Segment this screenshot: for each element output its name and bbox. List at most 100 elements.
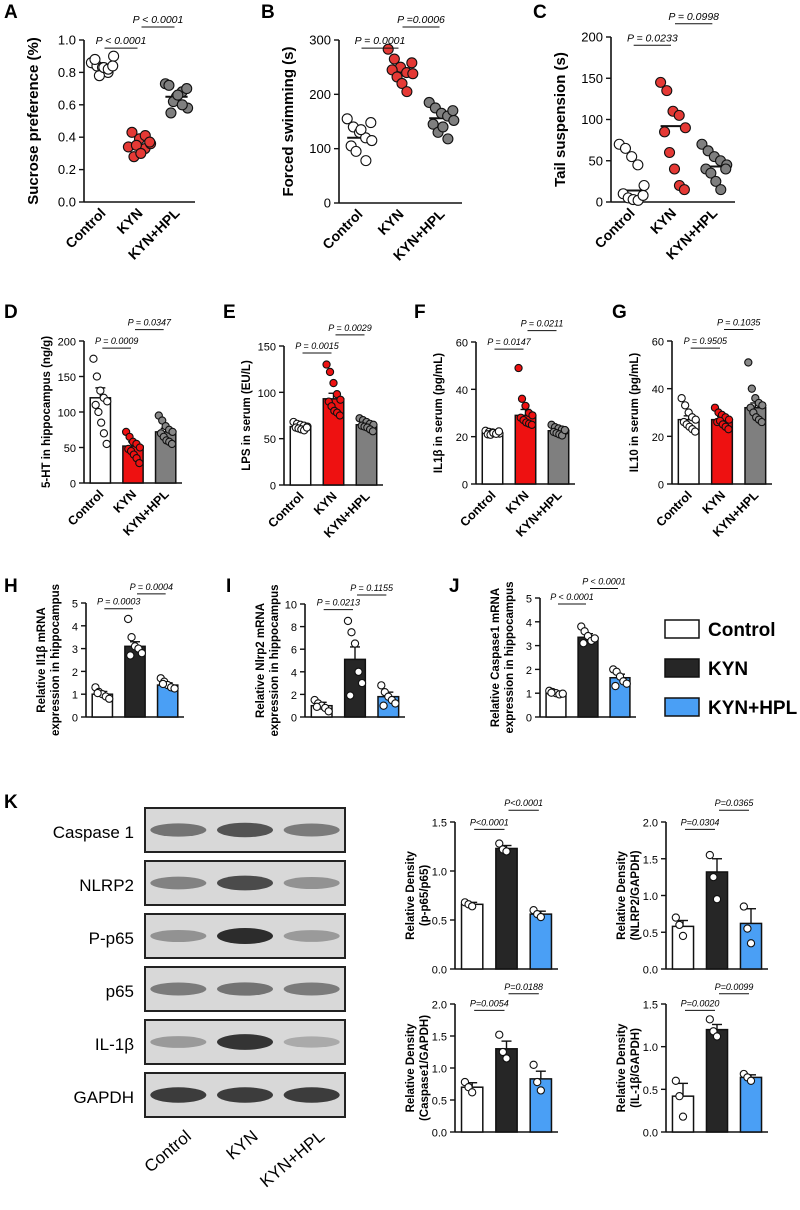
blot-lane-label: KYN+HPL (256, 1127, 328, 1192)
legend-label: KYN (708, 659, 748, 680)
data-point (690, 427, 700, 436)
y-tick-label: 3 (526, 641, 532, 653)
blot-band (217, 822, 273, 838)
y-tick-label: 0 (658, 480, 664, 492)
data-point (673, 109, 685, 121)
data-point (396, 77, 408, 90)
panel-label: I (226, 576, 231, 597)
p-value-label: P = 0.1035 (717, 318, 761, 328)
blot-band (150, 823, 207, 837)
data-point (168, 427, 177, 437)
y-axis-label-line: expression in hippocampus (50, 584, 62, 736)
p-value-label: P=0.0188 (504, 982, 543, 992)
data-point (437, 121, 449, 133)
y-tick-label: 0.0 (432, 1128, 447, 1140)
data-point (709, 872, 718, 882)
y-tick-label: 0.5 (643, 928, 658, 940)
data-point (92, 372, 102, 381)
x-tick-label: KYN (111, 487, 140, 516)
data-point (165, 107, 177, 119)
y-axis-label-line: Sucrose preference (%) (25, 37, 42, 205)
y-tick-label: 2.0 (643, 818, 658, 830)
data-point (495, 839, 504, 848)
p-value-label: P = 0.9505 (684, 336, 728, 346)
y-tick-label: 20 (456, 432, 468, 444)
data-point (536, 912, 545, 922)
y-tick-label: 20 (652, 432, 664, 444)
p-value-label: P = 0.0001 (355, 35, 406, 47)
data-point (712, 1032, 722, 1041)
y-axis-label: Sucrose preference (%) (25, 37, 42, 205)
data-point (365, 117, 377, 129)
y-tick-label: 4 (291, 667, 297, 679)
data-point (498, 1047, 508, 1057)
y-axis-label-line: Relative Density (616, 850, 628, 939)
data-point (144, 136, 156, 148)
y-tick-label: 1.0 (432, 867, 447, 879)
p-value-label: P = 0.0015 (295, 341, 339, 351)
data-point (137, 649, 147, 658)
p-value-label: P = 0.0347 (128, 318, 172, 328)
y-axis-label: Relative Density (IL-1β/GAPDH) (616, 1023, 642, 1112)
bar (577, 636, 599, 718)
data-point (135, 147, 147, 159)
y-tick-label: 40 (456, 385, 468, 397)
data-point (746, 1076, 756, 1085)
blot-band (283, 876, 340, 890)
data-point (379, 701, 388, 710)
y-tick-label: 60 (652, 337, 664, 349)
data-point (360, 155, 372, 167)
data-point (528, 411, 537, 420)
data-point (743, 924, 752, 933)
data-point (655, 76, 667, 88)
p-value-label: P = 0.0004 (130, 582, 173, 592)
y-tick-label: 2.0 (432, 1000, 447, 1012)
blot-row-label: p65 (106, 982, 134, 1001)
p-value-label: P = 0.0998 (668, 11, 719, 23)
y-tick-label: 0 (72, 713, 78, 725)
p-value-label: P = 0.0213 (317, 598, 360, 608)
bar (547, 430, 570, 485)
data-point (103, 397, 112, 406)
data-point (637, 189, 649, 201)
p-value-label: P=0.0054 (470, 998, 509, 1008)
data-point (661, 85, 673, 97)
data-point (102, 439, 111, 449)
data-point (579, 639, 588, 648)
y-axis-label-line: Relative Density (405, 850, 417, 939)
data-point (710, 175, 722, 187)
y-tick-label: 2 (72, 667, 78, 679)
p-value-label: P = 0.0009 (95, 336, 138, 346)
y-tick-label: 0 (462, 480, 468, 492)
x-tick-label: Control (653, 488, 694, 529)
bar (343, 658, 367, 718)
data-point (391, 699, 400, 708)
y-axis-label-line: 5-HT in hippocampus (ng/g) (41, 336, 53, 488)
y-tick-label: 1.5 (643, 854, 658, 866)
y-axis-label: IL10 in serum (pg/mL) (629, 353, 641, 473)
x-tick-label: KYN (113, 205, 145, 237)
data-point (343, 616, 353, 626)
x-tick-label: KYN (503, 488, 532, 517)
legend-swatch (664, 658, 700, 678)
blot-band (150, 1036, 207, 1048)
p-value-label: P=0.0365 (715, 798, 755, 808)
y-tick-label: 100 (309, 141, 331, 156)
p-value-label: P < 0.0001 (96, 35, 147, 47)
data-point (93, 688, 102, 698)
y-tick-label: 100 (58, 408, 76, 420)
y-axis-label: Relative Density (NLRP2/GAPDH) (616, 850, 642, 940)
panel-label: J (449, 576, 460, 597)
y-tick-label: 10 (285, 600, 297, 612)
y-tick-label: 0.8 (58, 65, 76, 80)
y-axis-label-line: (IL-1β/GAPDH) (630, 1028, 642, 1108)
legend-swatch (664, 697, 700, 717)
data-point (590, 634, 599, 643)
x-tick-label: KYN (647, 205, 679, 237)
data-point (678, 184, 690, 196)
blot-band (150, 1087, 207, 1103)
data-point (560, 425, 570, 435)
y-tick-label: 300 (309, 33, 331, 48)
y-tick-label: 0.6 (58, 97, 76, 112)
data-point (744, 358, 753, 367)
